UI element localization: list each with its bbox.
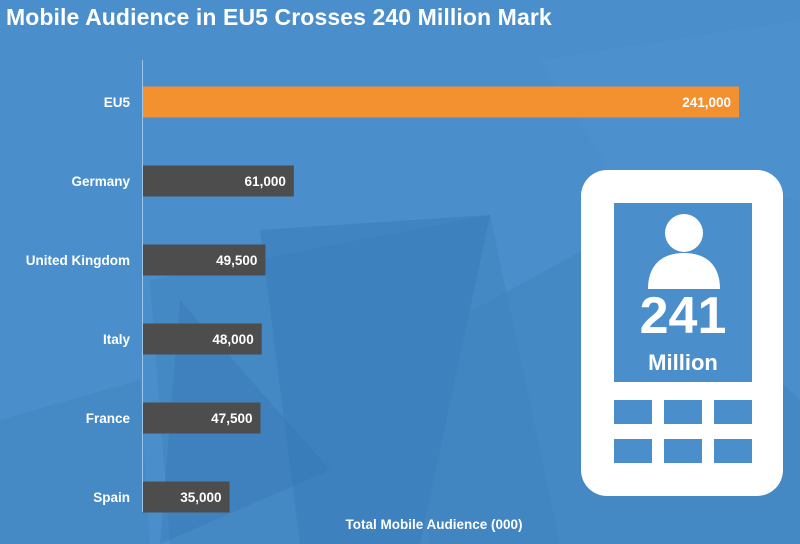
category-label: United Kingdom bbox=[26, 253, 130, 268]
bar-united-kingdom bbox=[143, 244, 266, 276]
bar-italy bbox=[143, 323, 262, 355]
bar-spain bbox=[143, 481, 230, 513]
category-label: Italy bbox=[103, 332, 131, 347]
bar-germany bbox=[143, 165, 294, 197]
value-label: 241,000 bbox=[682, 95, 731, 110]
category-label: France bbox=[86, 411, 131, 426]
category-label: EU5 bbox=[104, 95, 131, 110]
keypad-key bbox=[664, 400, 702, 424]
value-label: 47,500 bbox=[211, 411, 252, 426]
bar-eu5 bbox=[143, 86, 739, 118]
value-label: 48,000 bbox=[212, 332, 253, 347]
keypad-key bbox=[614, 400, 652, 424]
bars-layer: EU5 241,000 Germany 61,000 United Kingdom 49,… bbox=[26, 86, 739, 513]
bar-france bbox=[143, 402, 261, 434]
value-label: 35,000 bbox=[180, 490, 221, 505]
chart-title: Mobile Audience in EU5 Crosses 240 Milli… bbox=[6, 4, 552, 30]
category-label: Spain bbox=[93, 490, 130, 505]
x-axis-title: Total Mobile Audience (000) bbox=[345, 517, 522, 532]
keypad-key bbox=[714, 439, 752, 463]
keypad-key bbox=[614, 439, 652, 463]
keypad-key bbox=[664, 439, 702, 463]
audience-unit: Million bbox=[648, 350, 718, 375]
phone-screen: 241 Million bbox=[614, 203, 752, 382]
category-label: Germany bbox=[71, 174, 130, 189]
person-icon bbox=[648, 214, 720, 289]
audience-number: 241 bbox=[639, 287, 727, 345]
value-label: 61,000 bbox=[245, 174, 286, 189]
value-label: 49,500 bbox=[216, 253, 257, 268]
phone-graphic: 241 Million bbox=[581, 170, 783, 496]
keypad-key bbox=[714, 400, 752, 424]
